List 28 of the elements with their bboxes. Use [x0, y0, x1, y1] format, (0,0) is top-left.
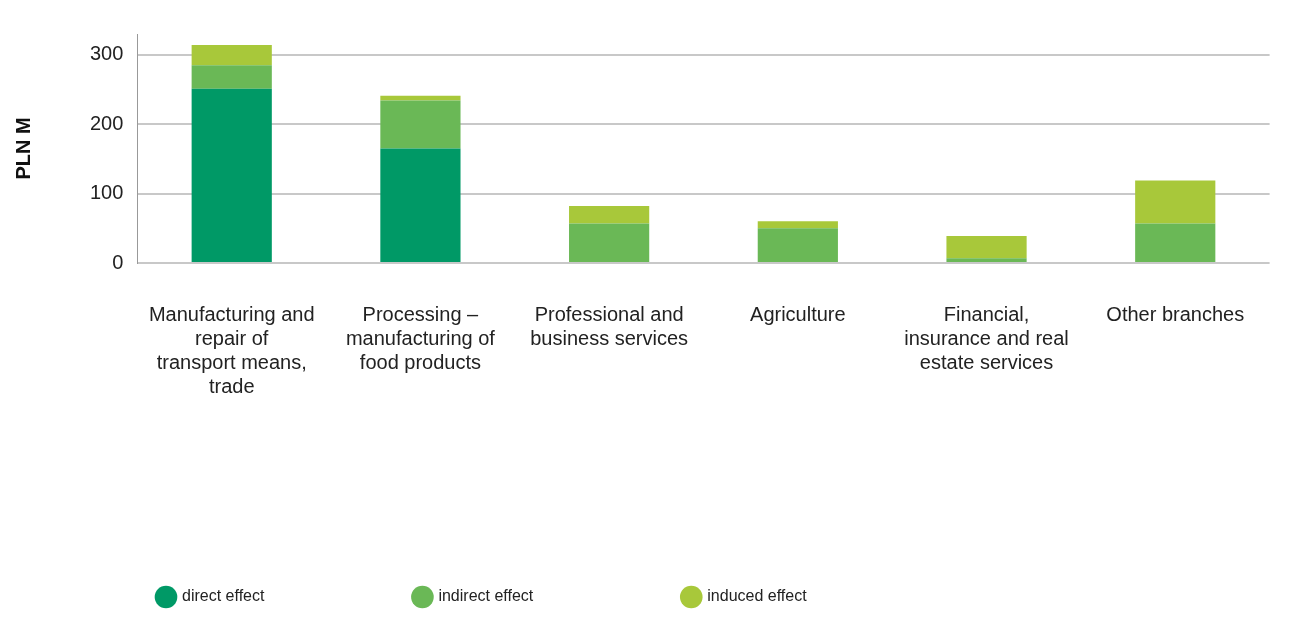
bar	[380, 100, 461, 149]
x-tick-label: Processing – manufacturing of food products	[345, 302, 496, 373]
y-tick-label: 0	[112, 250, 124, 273]
legend-label: direct effect	[182, 587, 265, 605]
bar	[757, 228, 838, 262]
y-axis-title: PLN M	[11, 117, 34, 180]
bar	[380, 95, 461, 101]
bar	[191, 88, 272, 262]
y-tick-label: 200	[89, 111, 124, 134]
x-tick-label: Financial, insurance and real estate services	[904, 302, 1069, 373]
bar	[1135, 223, 1216, 262]
bar	[380, 148, 461, 262]
y-tick-label: 100	[89, 181, 124, 204]
bar	[191, 65, 272, 89]
x-tick-label: Other branches	[1106, 302, 1245, 325]
bar	[946, 258, 1027, 262]
bar	[569, 206, 650, 224]
y-tick-label: 300	[89, 42, 124, 65]
bar	[1135, 180, 1216, 224]
x-tick-label: Manufacturing and repair of transport means, trade	[148, 302, 315, 397]
x-tick-label: Professional and business services	[530, 302, 689, 349]
bar	[569, 223, 650, 262]
bar	[946, 235, 1027, 259]
x-tick-label: Agriculture	[750, 302, 846, 325]
legend-label: induced effect	[707, 587, 808, 605]
bar	[757, 221, 838, 229]
bar	[191, 45, 272, 66]
legend-label: indirect effect	[438, 587, 534, 605]
